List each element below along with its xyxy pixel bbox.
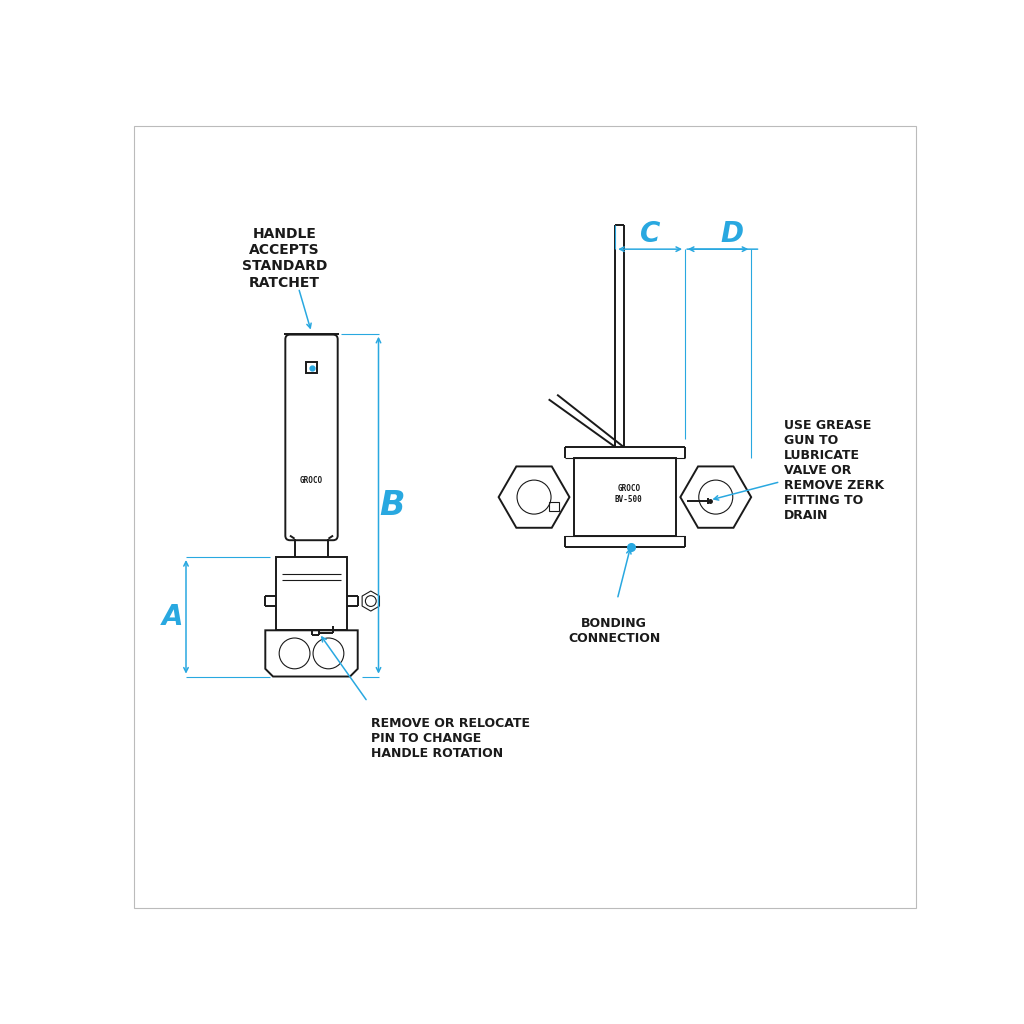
Bar bbox=[550, 502, 559, 511]
Text: GROCO: GROCO bbox=[300, 476, 324, 485]
Text: GROCO
BV-500: GROCO BV-500 bbox=[614, 484, 643, 504]
Text: B: B bbox=[380, 488, 406, 521]
Text: HANDLE
ACCEPTS
STANDARD
RATCHET: HANDLE ACCEPTS STANDARD RATCHET bbox=[242, 227, 328, 290]
Text: C: C bbox=[640, 220, 660, 248]
Bar bbox=[306, 362, 316, 373]
Text: USE GREASE
GUN TO
LUBRICATE
VALVE OR
REMOVE ZERK
FITTING TO
DRAIN: USE GREASE GUN TO LUBRICATE VALVE OR REM… bbox=[783, 420, 884, 522]
Text: BONDING
CONNECTION: BONDING CONNECTION bbox=[568, 617, 660, 645]
Bar bbox=[574, 458, 676, 537]
Text: D: D bbox=[721, 220, 743, 248]
Bar bbox=[276, 557, 347, 631]
Text: A: A bbox=[162, 603, 183, 631]
Text: REMOVE OR RELOCATE
PIN TO CHANGE
HANDLE ROTATION: REMOVE OR RELOCATE PIN TO CHANGE HANDLE … bbox=[371, 718, 529, 760]
